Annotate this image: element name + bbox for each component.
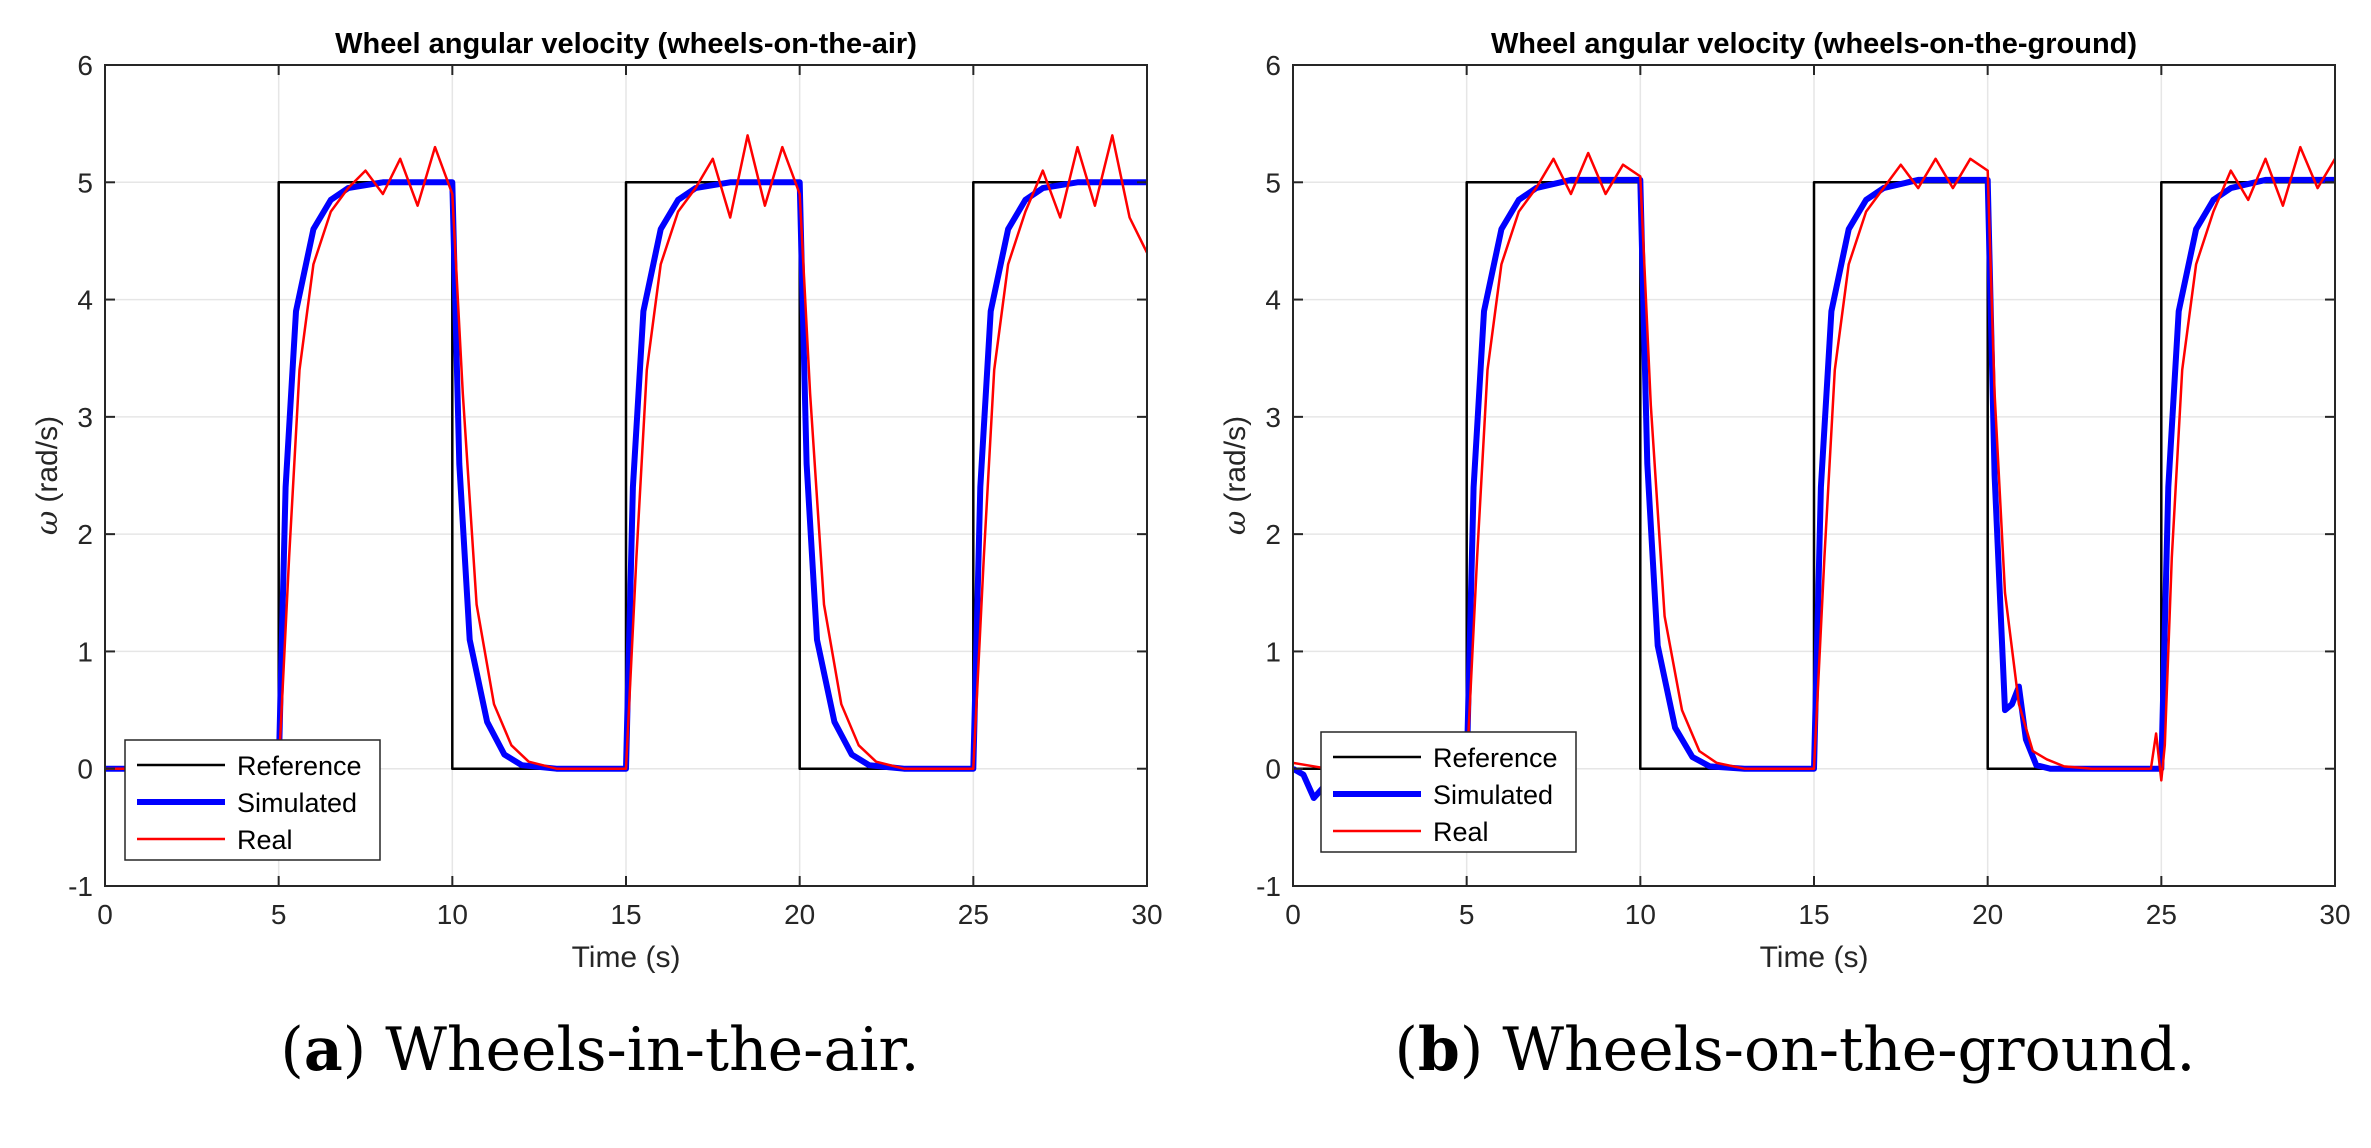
y-axis-label: ω (rad/s): [30, 416, 65, 535]
caption-open-paren: (: [1395, 1015, 1418, 1085]
y-tick-label: 3: [77, 402, 93, 433]
legend-label-reference: Reference: [1433, 743, 1558, 773]
y-tick-label: -1: [68, 871, 93, 902]
series-group: [1293, 145, 2335, 801]
legend-label-real: Real: [1433, 817, 1489, 847]
y-axis-symbol: ω: [30, 511, 65, 535]
y-tick-label: 2: [1265, 519, 1281, 550]
y-tick-label: 1: [77, 636, 93, 667]
x-tick-label: 30: [1131, 899, 1162, 930]
y-tick-label: 1: [1265, 636, 1281, 667]
legend-label-real: Real: [237, 825, 293, 855]
y-tick-label: 3: [1265, 402, 1281, 433]
y-tick-label: 4: [77, 285, 93, 316]
x-tick-label: 30: [2319, 899, 2350, 930]
x-axis-label: Time (s): [1760, 941, 1869, 974]
caption-letter: a: [304, 1015, 343, 1085]
series-group: [105, 134, 1147, 772]
y-tick-label: 6: [77, 50, 93, 81]
chart-title: Wheel angular velocity (wheels-on-the-ai…: [335, 28, 917, 60]
y-tick-label: 2: [77, 519, 93, 550]
x-tick-label: 5: [1459, 899, 1475, 930]
series-line-real: [1293, 145, 2335, 782]
x-tick-label: 0: [97, 899, 113, 930]
y-axis-label: ω (rad/s): [1218, 416, 1253, 535]
caption-open-paren: (: [280, 1015, 303, 1085]
caption-letter: b: [1418, 1015, 1460, 1085]
y-tick-label: 4: [1265, 285, 1281, 316]
x-tick-label: 20: [1972, 899, 2003, 930]
series-line-real: [105, 134, 1147, 770]
legend-label-reference: Reference: [237, 751, 362, 781]
x-tick-label: 10: [1625, 899, 1656, 930]
figure-caption: (b) Wheels-on-the-ground.: [1395, 1015, 2196, 1085]
y-tick-label: 0: [77, 754, 93, 785]
y-tick-label: 6: [1265, 50, 1281, 81]
x-tick-label: 25: [958, 899, 989, 930]
caption-text: ) Wheels-on-the-ground.: [1460, 1015, 2196, 1085]
y-axis-unit: (rad/s): [31, 416, 64, 503]
y-tick-label: 5: [1265, 167, 1281, 198]
x-tick-label: 10: [437, 899, 468, 930]
x-axis-label: Time (s): [572, 941, 681, 974]
x-tick-label: 15: [1798, 899, 1829, 930]
y-tick-label: 5: [77, 167, 93, 198]
x-tick-label: 0: [1285, 899, 1301, 930]
y-tick-label: -1: [1256, 871, 1281, 902]
legend: Reference Simulated Real: [1320, 731, 1577, 853]
x-tick-label: 20: [784, 899, 815, 930]
x-tick-label: 15: [610, 899, 641, 930]
y-axis-symbol: ω: [1218, 511, 1253, 535]
x-tick-label: 5: [271, 899, 287, 930]
legend: Reference Simulated Real: [124, 739, 381, 861]
y-tick-label: 0: [1265, 754, 1281, 785]
figure-caption: (a) Wheels-in-the-air.: [280, 1015, 919, 1085]
legend-label-simulated: Simulated: [1433, 780, 1553, 810]
chart-title: Wheel angular velocity (wheels-on-the-gr…: [1491, 28, 2137, 60]
legend-label-simulated: Simulated: [237, 788, 357, 818]
y-axis-unit: (rad/s): [1219, 416, 1252, 503]
caption-text: ) Wheels-in-the-air.: [343, 1015, 920, 1085]
x-tick-label: 25: [2146, 899, 2177, 930]
